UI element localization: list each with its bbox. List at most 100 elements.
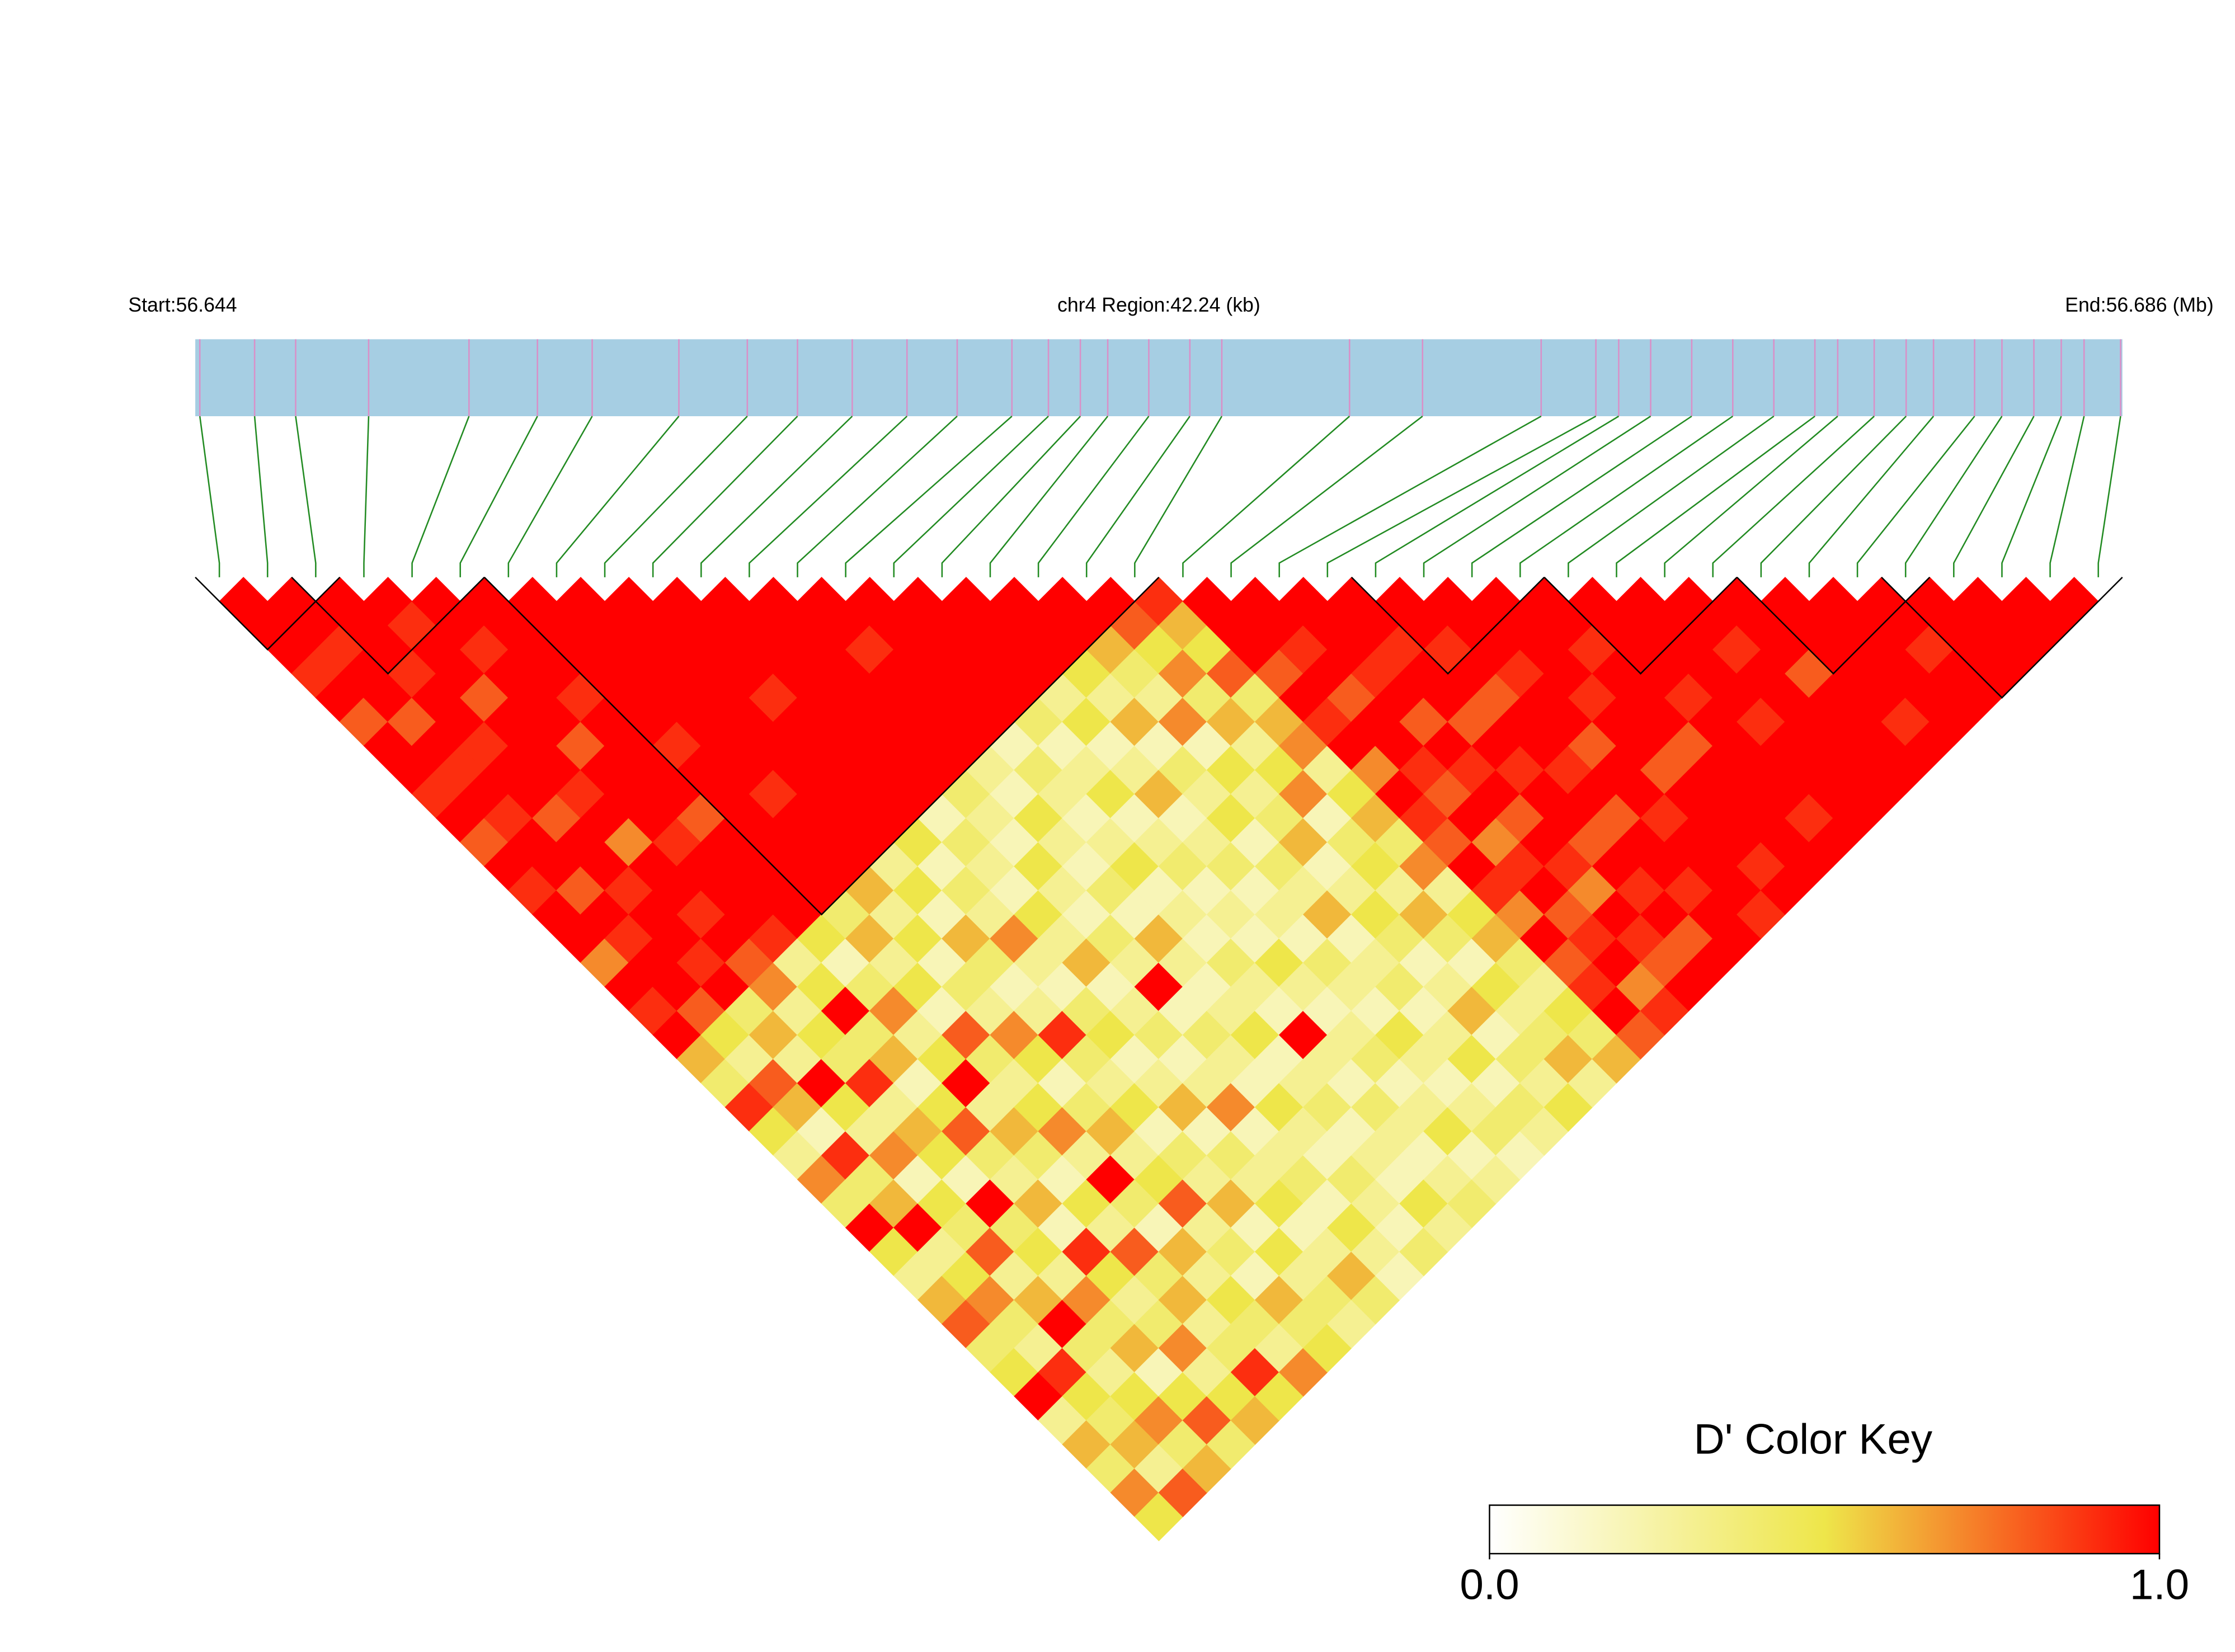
ld-cell <box>749 673 798 723</box>
ld-cell <box>749 1010 798 1060</box>
ld-cell <box>1568 1010 1617 1060</box>
ld-cell <box>339 697 389 747</box>
ld-cell <box>604 769 653 819</box>
ld-cell <box>1134 1444 1184 1493</box>
ld-cell <box>1688 649 1738 698</box>
ld-cell <box>942 673 991 723</box>
snp-connector <box>1278 415 1542 577</box>
ld-cell <box>1327 1299 1376 1349</box>
ld-block <box>1881 577 2123 699</box>
ld-cell <box>1688 938 1738 987</box>
ld-cell <box>1423 673 1472 723</box>
ld-cell <box>1471 769 1521 819</box>
ld-cell <box>1953 577 2003 626</box>
ld-cell <box>1712 625 1762 674</box>
ld-cell <box>724 889 774 939</box>
ld-cell <box>1302 649 1352 698</box>
ld-cell <box>1254 697 1304 747</box>
ld-cell <box>700 769 750 819</box>
ld-cell <box>700 673 750 723</box>
ld-cell <box>1206 649 1256 698</box>
ld-cell <box>1134 769 1184 819</box>
ld-cell <box>1302 601 1352 650</box>
ld-cell <box>724 649 774 698</box>
ld-cell <box>1254 601 1304 650</box>
ld-cell <box>1447 841 1497 891</box>
snp-connector <box>1953 416 2035 577</box>
ld-cell <box>990 769 1039 819</box>
ld-cell <box>1062 938 1112 987</box>
ld-cell <box>1447 793 1497 843</box>
color-key <box>1489 1504 2161 1555</box>
ld-cell <box>1206 1372 1256 1421</box>
ld-cell <box>1616 962 1665 1011</box>
ld-cell <box>990 817 1039 867</box>
ld-cell <box>1206 601 1256 650</box>
ld-cell <box>893 962 943 1011</box>
ld-cell <box>1688 745 1738 795</box>
ld-cell <box>845 769 895 819</box>
ld-cell <box>628 889 677 939</box>
ld-cell <box>1447 1082 1497 1132</box>
ld-cell <box>1568 962 1617 1011</box>
ld-cell <box>893 769 943 819</box>
snp-connector <box>1712 416 1875 577</box>
snp-connector <box>459 416 538 577</box>
ld-cell <box>1519 962 1569 1011</box>
snp-connector <box>989 416 1109 577</box>
ld-block <box>291 577 485 675</box>
ld-cell <box>1544 1082 1593 1132</box>
ld-cell <box>676 745 726 795</box>
ld-cell <box>749 625 798 674</box>
ld-cell <box>1134 673 1184 723</box>
ld-cell <box>1568 865 1617 915</box>
snp-connector <box>749 416 908 577</box>
ld-cell <box>1664 962 1714 1011</box>
snp-connector <box>411 416 470 577</box>
ld-cell <box>1712 673 1762 723</box>
ld-cell <box>869 697 919 747</box>
ld-cell <box>1785 745 1834 795</box>
ld-cell <box>435 697 485 747</box>
ld-cell <box>580 745 629 795</box>
ld-cell <box>1640 745 1690 795</box>
ld-cell <box>1688 793 1738 843</box>
ld-cell <box>1953 673 2003 723</box>
ld-cell <box>700 577 750 626</box>
ld-cell <box>1014 938 1063 987</box>
ld-cell <box>724 938 774 987</box>
key-tick-label: 1.0 <box>2130 1561 2189 1609</box>
snp-connector <box>1808 416 1935 577</box>
ld-cell <box>1134 1251 1184 1301</box>
ld-cell <box>893 1251 943 1301</box>
ld-block <box>1736 577 1931 675</box>
ld-cell <box>1471 1010 1521 1060</box>
ld-cell <box>1568 769 1617 819</box>
ld-cell <box>1158 745 1208 795</box>
ld-cell <box>1206 938 1256 987</box>
ld-cell <box>1809 673 1858 723</box>
ld-cell <box>990 577 1039 626</box>
ld-cell <box>749 962 798 1011</box>
snp-connector <box>1134 416 1223 577</box>
ld-cell <box>580 697 629 747</box>
ld-cell <box>1447 745 1497 795</box>
ld-cell <box>942 577 991 626</box>
ld-cell <box>700 625 750 674</box>
ld-cell <box>1206 1420 1256 1469</box>
ld-cells <box>219 577 2099 1542</box>
ld-cell <box>1134 577 1184 626</box>
ld-cell <box>1929 649 1979 698</box>
ld-cell <box>869 938 919 987</box>
snp-connector <box>1519 415 1734 577</box>
ld-cell <box>869 649 919 698</box>
ld-cell <box>1447 601 1497 650</box>
ld-cell <box>604 577 653 626</box>
ld-cell <box>1471 962 1521 1011</box>
snp-connector <box>1904 416 2003 577</box>
ld-cell <box>1495 745 1545 795</box>
ld-cell <box>1544 745 1593 795</box>
ld-cell <box>1254 889 1304 939</box>
ld-cell <box>1327 817 1376 867</box>
ld-cell <box>1302 889 1352 939</box>
